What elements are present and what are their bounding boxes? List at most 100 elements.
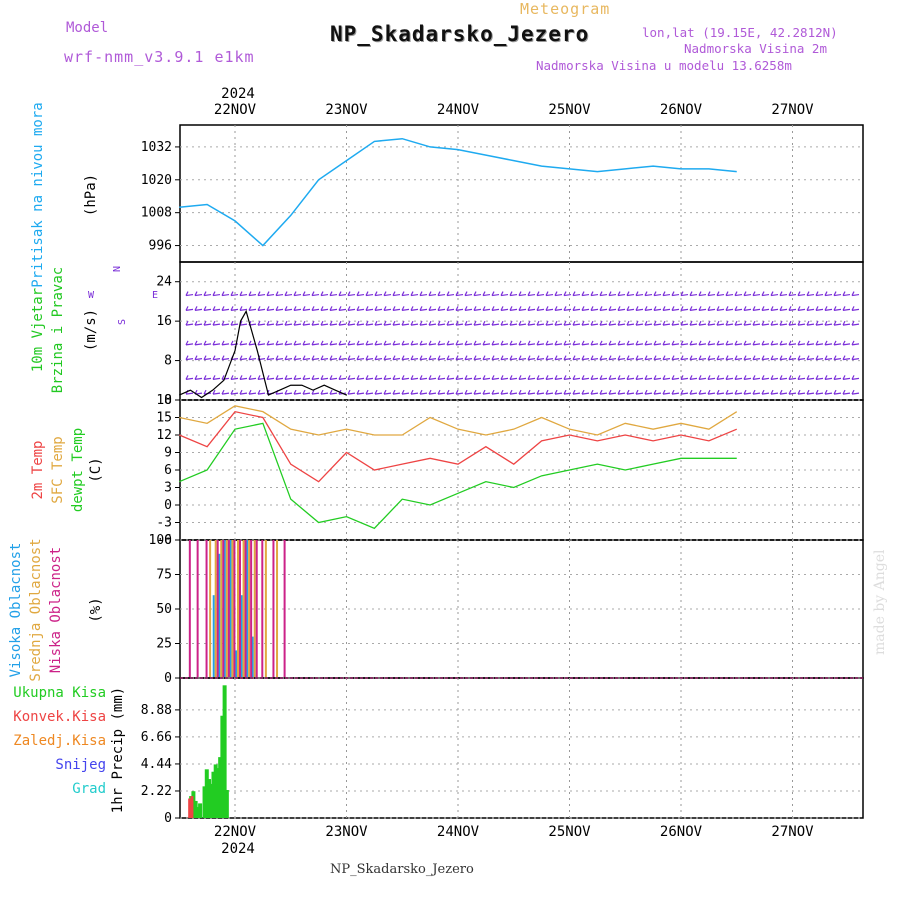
wind-barb <box>428 340 437 346</box>
wind-barb <box>788 340 797 346</box>
wind-barb <box>257 340 266 346</box>
wind-barb <box>473 389 482 395</box>
wind-barb <box>833 375 842 380</box>
wind-barb <box>221 375 230 380</box>
y-tick-label: 15 <box>156 411 172 426</box>
wind-barb <box>527 355 536 361</box>
model-name: wrf-nmm_v3.9.1 e1km <box>64 48 255 66</box>
wind-barb <box>212 340 221 346</box>
wind-barb <box>284 320 293 326</box>
wind-barb <box>851 340 860 346</box>
wind-barb <box>203 355 212 361</box>
precip-bar <box>207 779 212 818</box>
y-tick-label: 75 <box>156 568 172 583</box>
wind-barb <box>437 375 446 380</box>
wind-barb <box>392 375 401 380</box>
wind-barb <box>266 291 275 297</box>
wind-barb <box>842 340 851 346</box>
precip-bar <box>190 796 194 818</box>
wind-barb <box>680 355 689 361</box>
wind-barb <box>779 375 788 380</box>
wind-barb <box>284 389 293 395</box>
wind-barb <box>536 320 545 326</box>
wind-barb <box>311 320 320 326</box>
wind-barb <box>617 291 626 297</box>
wind-barb <box>554 306 563 311</box>
wind-barb <box>239 389 248 395</box>
wind-barb <box>536 375 545 380</box>
wind-barb <box>311 291 320 297</box>
wind-barb <box>392 291 401 297</box>
y-tick-label: 0 <box>164 498 172 513</box>
wind-barb <box>365 340 374 346</box>
wind-barb <box>824 291 833 297</box>
wind-barb <box>185 340 194 346</box>
y-tick-label: 18 <box>156 393 172 408</box>
wind-barb <box>284 375 293 380</box>
wind-barb <box>572 291 581 297</box>
precip-bar <box>213 764 218 818</box>
wind-barb <box>302 340 311 346</box>
wind-barb <box>626 320 635 326</box>
wind-barb <box>428 320 437 326</box>
wind-barb <box>401 291 410 297</box>
wind-barb <box>752 355 761 361</box>
wind-barb <box>599 389 608 395</box>
wind-barb <box>221 389 230 395</box>
wind-barb <box>266 375 275 380</box>
wind-barb <box>545 389 554 395</box>
pressure-title: Pritisak na nivou mora <box>30 102 46 287</box>
wind-barb <box>788 375 797 380</box>
wind-barb <box>311 389 320 395</box>
wind-barb <box>545 306 554 311</box>
wind-barb <box>581 375 590 380</box>
precip-bar <box>202 786 207 818</box>
wind-barb <box>851 355 860 361</box>
wind-barb <box>833 340 842 346</box>
y-tick-label: 0 <box>164 393 172 408</box>
wind-barb <box>491 291 500 297</box>
temp-series-0 <box>178 410 738 483</box>
wind-barb <box>806 355 815 361</box>
wind-barb <box>374 389 383 395</box>
wind-barb <box>446 340 455 346</box>
wind-barb <box>284 340 293 346</box>
wind-barb <box>824 306 833 311</box>
wind-barb <box>446 291 455 297</box>
wind-barb <box>725 306 734 311</box>
wind-title-1: 10m Vjetar <box>30 288 46 372</box>
wind-barb <box>464 355 473 361</box>
precip-bar <box>215 768 220 818</box>
precip-bar <box>220 715 225 818</box>
precip-bar <box>204 769 209 818</box>
wind-barb <box>626 340 635 346</box>
wind-barb <box>671 340 680 346</box>
wind-barb <box>563 389 572 395</box>
precip-legend-2: Zaledj.Kisa <box>13 733 106 749</box>
y-tick-label: 1008 <box>141 206 172 221</box>
wind-barb <box>734 389 743 395</box>
wind-barb <box>194 375 203 380</box>
wind-barb <box>482 306 491 311</box>
wind-barb <box>446 389 455 395</box>
wind-ylabel: (m/s) <box>83 309 99 351</box>
wind-barb <box>437 291 446 297</box>
wind-barb <box>464 389 473 395</box>
cloud-bar <box>231 540 234 677</box>
wind-barb <box>464 291 473 297</box>
wind-barb <box>419 320 428 326</box>
wind-barb <box>743 340 752 346</box>
wind-barb <box>392 389 401 395</box>
wind-barb <box>563 375 572 380</box>
wind-barb <box>725 340 734 346</box>
wind-barb <box>833 306 842 311</box>
wind-barb <box>509 375 518 380</box>
wind-barb <box>635 389 644 395</box>
wind-barb <box>185 320 194 326</box>
temp-title-sfc: SFC Temp <box>50 436 66 503</box>
wind-barb <box>320 320 329 326</box>
wind-barb <box>545 340 554 346</box>
wind-barb <box>500 340 509 346</box>
wind-barb <box>653 291 662 297</box>
wind-barb <box>707 355 716 361</box>
